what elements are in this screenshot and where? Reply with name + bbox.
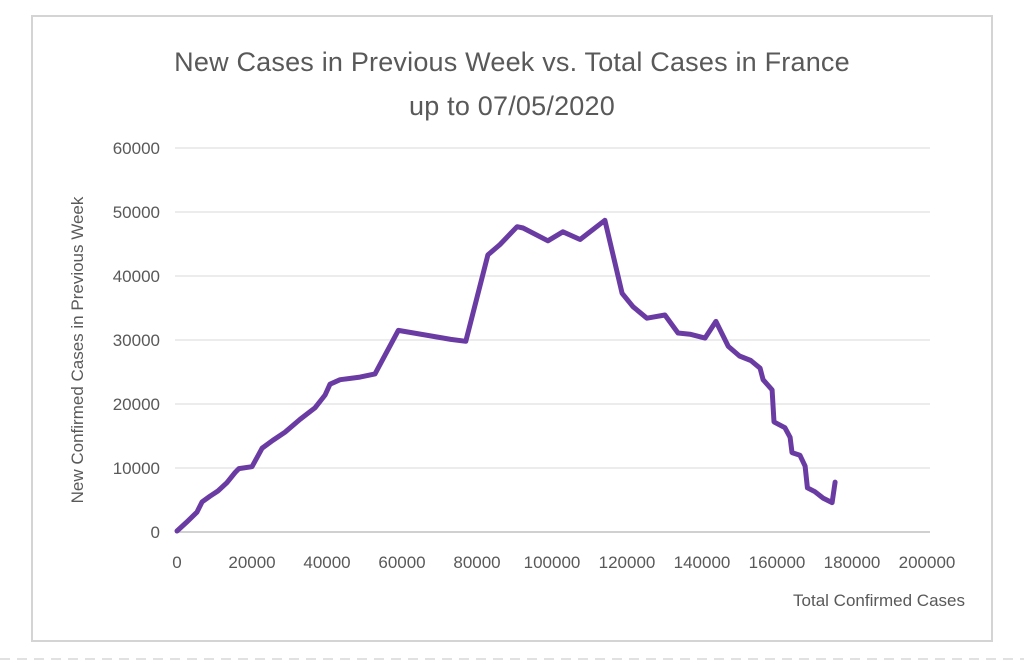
- y-tick-label: 0: [151, 523, 160, 542]
- series-line-france: [174, 217, 838, 534]
- page-break-dashed-line: [0, 658, 1024, 660]
- y-tick-label: 30000: [113, 331, 160, 350]
- chart-title-line1: New Cases in Previous Week vs. Total Cas…: [174, 47, 850, 77]
- x-tick-label: 60000: [378, 553, 425, 572]
- y-tick-label: 20000: [113, 395, 160, 414]
- x-tick-label: 120000: [599, 553, 656, 572]
- y-tick-label: 60000: [113, 139, 160, 158]
- x-tick-label: 160000: [749, 553, 806, 572]
- x-tick-label: 100000: [524, 553, 581, 572]
- x-tick-label: 180000: [824, 553, 881, 572]
- y-tick-label: 50000: [113, 203, 160, 222]
- x-axis-title: Total Confirmed Cases: [793, 591, 965, 610]
- x-tick-label: 0: [172, 553, 181, 572]
- x-tick-label: 40000: [303, 553, 350, 572]
- x-tick-label: 200000: [899, 553, 956, 572]
- y-tick-label: 40000: [113, 267, 160, 286]
- y-tick-label: 10000: [113, 459, 160, 478]
- x-tick-label: 80000: [453, 553, 500, 572]
- x-tick-label: 20000: [228, 553, 275, 572]
- chart-title-line2: up to 07/05/2020: [409, 91, 615, 121]
- x-tick-label: 140000: [674, 553, 731, 572]
- chart-title: New Cases in Previous Week vs. Total Cas…: [0, 40, 1024, 128]
- chart-card: [31, 15, 993, 642]
